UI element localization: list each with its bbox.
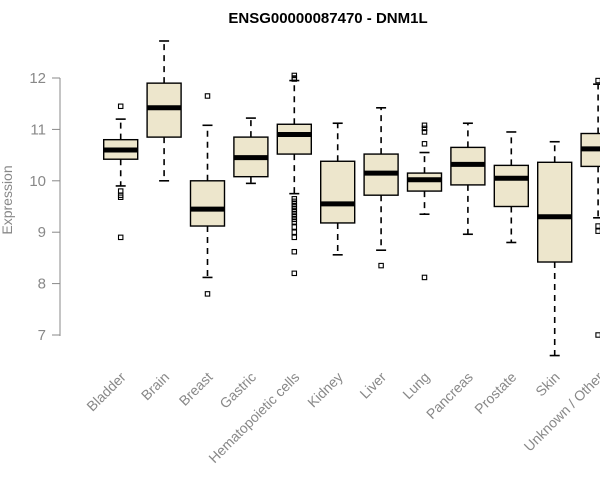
x-category-label: Brain: [138, 369, 172, 403]
chart-title: ENSG00000087470 - DNM1L: [228, 10, 427, 27]
y-axis-label: Expression: [0, 165, 15, 234]
box-group: [493, 131, 529, 244]
outlier-point: [421, 129, 428, 135]
box-group: [406, 122, 443, 281]
box-group: [102, 103, 139, 241]
y-axis-ticks: 7 8 9 10 11 12: [29, 70, 60, 344]
outlier-point: [291, 224, 298, 230]
box-group: [233, 117, 269, 185]
outlier-point: [117, 194, 124, 200]
y-tick-label: 9: [38, 224, 46, 241]
y-tick-label: 8: [38, 276, 46, 293]
y-tick-label: 7: [38, 327, 46, 344]
outlier-point: [595, 228, 600, 234]
outlier-point: [291, 76, 298, 82]
box-iqr: [276, 123, 312, 155]
outlier-point: [595, 332, 600, 338]
outlier-point: [204, 291, 211, 297]
outlier-point: [421, 274, 428, 281]
y-tick-label: 11: [30, 121, 46, 138]
outlier-point: [378, 262, 384, 269]
outlier-point: [291, 229, 298, 235]
outlier-point: [117, 103, 124, 110]
box-group: [320, 122, 356, 256]
x-category-label: Lung: [399, 369, 432, 402]
box-group: [276, 72, 312, 277]
box-iqr: [537, 161, 573, 263]
outlier-point: [421, 122, 428, 129]
box-group: [146, 40, 182, 182]
box-group: [450, 122, 486, 236]
box-group: [537, 140, 573, 357]
outlier-point: [291, 248, 298, 255]
x-category-label: Bladder: [83, 369, 129, 415]
outlier-point: [421, 125, 428, 132]
outlier-point: [421, 141, 428, 147]
x-category-label: Kidney: [304, 369, 346, 411]
box-iqr: [493, 164, 529, 208]
box-iqr: [189, 180, 226, 227]
outlier-point: [291, 270, 298, 277]
y-tick-label: 10: [29, 173, 46, 190]
x-category-label: Liver: [356, 369, 389, 402]
outlier-point: [117, 234, 124, 241]
box-iqr: [320, 160, 356, 224]
outlier-point: [595, 223, 600, 229]
outlier-point: [204, 93, 211, 99]
x-category-label: Gastric: [216, 369, 259, 412]
outlier-point: [595, 77, 600, 84]
box-group: [363, 107, 399, 269]
box-group: [580, 77, 600, 338]
boxplot-series: [102, 40, 600, 357]
x-category-label: Prostate: [471, 369, 519, 417]
x-category-label: Pancreas: [423, 369, 476, 422]
box-group: [189, 93, 226, 297]
x-category-label: Breast: [176, 369, 216, 409]
y-tick-label: 12: [29, 70, 46, 87]
x-category-label: Skin: [532, 369, 563, 400]
outlier-point: [291, 219, 298, 225]
outlier-point: [291, 234, 298, 241]
